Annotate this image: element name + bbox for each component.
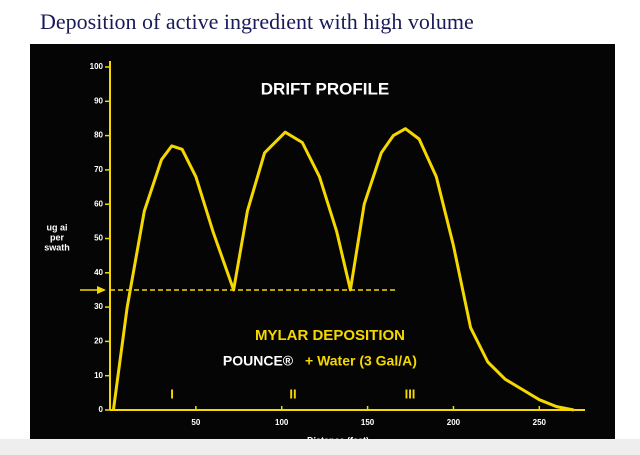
chart-background xyxy=(30,44,615,444)
annotation: MYLAR DEPOSITION xyxy=(255,327,405,344)
annotation: + Water (3 Gal/A) xyxy=(305,353,417,369)
slide-title: Deposition of active ingredient with hig… xyxy=(40,9,474,34)
swath-label: II xyxy=(289,386,296,401)
y-axis-label: per xyxy=(50,232,65,242)
y-tick-label: 10 xyxy=(94,371,103,380)
x-tick-label: 50 xyxy=(191,418,200,427)
y-tick-label: 40 xyxy=(94,268,103,277)
annotation: POUNCE® xyxy=(223,353,294,369)
y-tick-label: 70 xyxy=(94,165,103,174)
y-tick-label: 0 xyxy=(99,405,104,414)
y-tick-label: 90 xyxy=(94,96,103,105)
x-tick-label: 250 xyxy=(533,418,547,427)
y-tick-label: 50 xyxy=(94,234,103,243)
swath-label: III xyxy=(405,386,416,401)
y-tick-label: 20 xyxy=(94,337,103,346)
y-tick-label: 30 xyxy=(94,302,103,311)
y-tick-label: 80 xyxy=(94,131,103,140)
x-tick-label: 100 xyxy=(275,418,289,427)
x-tick-label: 150 xyxy=(361,418,375,427)
y-axis-label: swath xyxy=(44,242,70,252)
footer-strip xyxy=(0,439,640,455)
x-tick-label: 200 xyxy=(447,418,461,427)
y-tick-label: 60 xyxy=(94,199,103,208)
reference-arrowhead xyxy=(97,285,106,294)
drift-curve xyxy=(111,127,574,412)
y-tick-label: 100 xyxy=(90,62,104,71)
y-axis-label: ug ai xyxy=(46,222,67,232)
chart-title: DRIFT PROFILE xyxy=(261,79,389,98)
swath-label: I xyxy=(170,386,174,401)
